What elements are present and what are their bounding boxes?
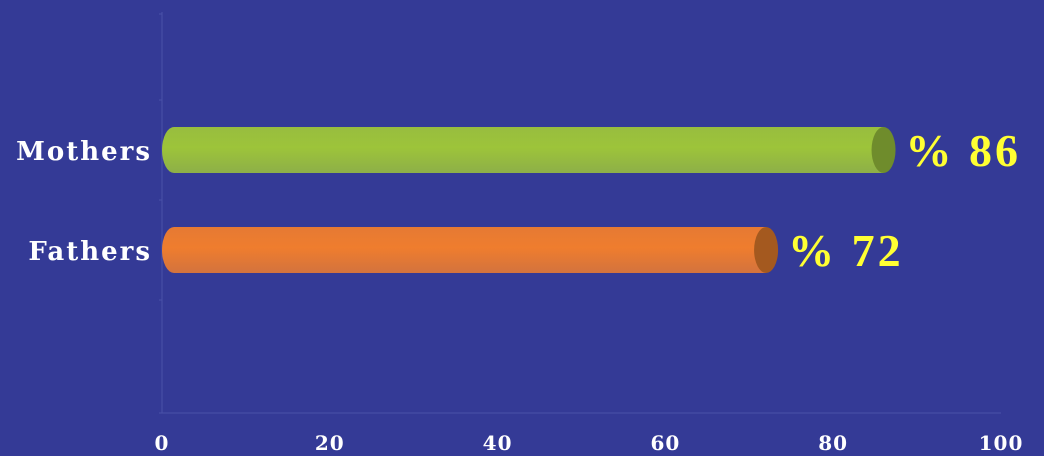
bar-end-cap-fathers [754,227,779,273]
bar-end-cap-mothers [871,127,896,173]
x-tick-label: 20 [315,431,345,455]
x-tick-label: 40 [483,431,513,455]
category-label-mothers: Mothers [16,137,152,167]
data-label-fathers: % 72 [788,225,904,276]
x-tick-label: 100 [979,431,1024,455]
x-tick-label: 60 [650,431,680,455]
x-tick-label: 80 [818,431,848,455]
data-label-mothers: % 86 [906,125,1022,176]
bar-mothers [162,127,884,173]
category-label-fathers: Fathers [28,237,152,267]
x-tick-label: 0 [155,431,170,455]
bar-fathers [162,227,767,273]
